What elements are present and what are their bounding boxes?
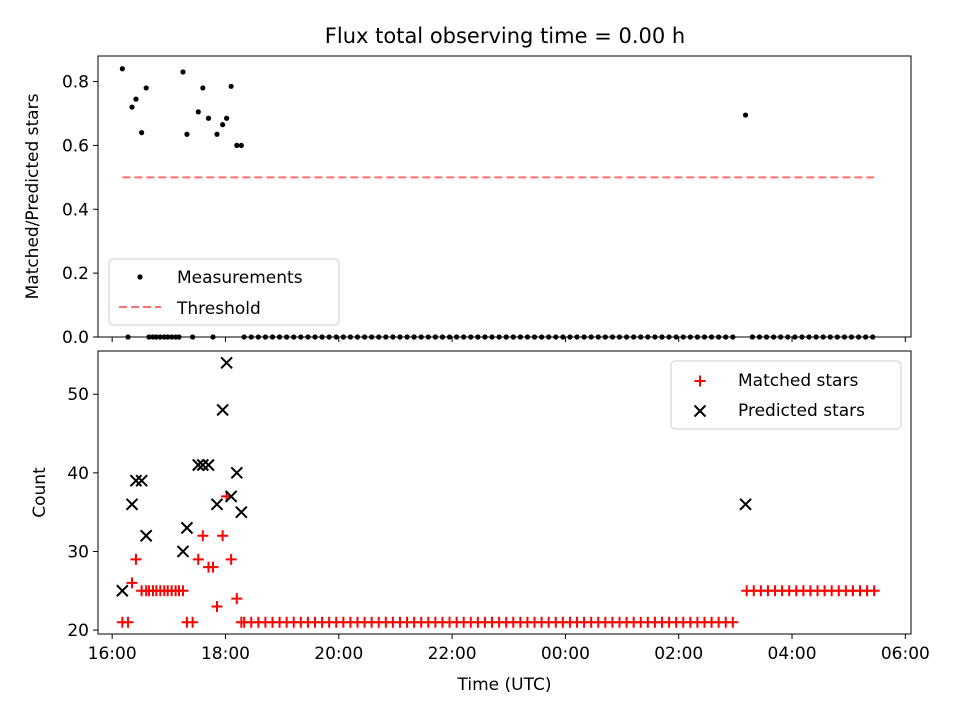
top-y-tick-label: 0.6 <box>62 136 89 156</box>
x-tick-label: 06:00 <box>881 644 930 664</box>
matched-star-point <box>126 577 138 589</box>
measurement-point <box>742 112 749 118</box>
bottom-y-tick-label: 20 <box>67 621 89 641</box>
matched-star-point <box>197 530 209 542</box>
predicted-star-point <box>196 458 210 472</box>
measurement-point <box>205 115 212 121</box>
predicted-star-point <box>116 584 129 597</box>
top-panel: 0.0 0.2 0.4 0.6 0.8 Matched/Predicted stars Me… <box>23 55 912 348</box>
matched-star-point <box>225 553 237 565</box>
measurement-point <box>234 142 240 149</box>
x-tick-label: 04:00 <box>768 644 817 664</box>
predicted-star-point <box>216 403 229 417</box>
matched-star-point <box>231 593 243 605</box>
measurement-point <box>228 83 234 89</box>
measurement-point <box>143 85 149 91</box>
predicted-star-point <box>739 498 752 511</box>
x-tick-label: 22:00 <box>428 644 477 664</box>
bottom-y-axis-label: Count <box>30 467 50 518</box>
predicted-star-point <box>210 498 224 511</box>
legend-measurements-marker <box>137 274 143 280</box>
top-y-tick-label: 0.2 <box>62 264 89 284</box>
matched-star-point <box>207 561 219 573</box>
top-y-tick-label: 0.8 <box>62 73 89 93</box>
predicted-star-point <box>129 474 143 487</box>
predicted-star-point <box>235 505 248 519</box>
measurement-point <box>200 85 206 91</box>
measurement-point <box>238 142 244 149</box>
predicted-star-point <box>139 529 153 542</box>
legend-matched-marker <box>694 375 706 387</box>
x-axis-label: Time (UTC) <box>457 675 552 695</box>
measurement-point <box>195 109 201 115</box>
measurement-point <box>184 131 190 137</box>
matched-star-point <box>217 530 229 542</box>
measurement-point <box>214 131 220 137</box>
predicted-star-point <box>180 521 194 535</box>
bottom-legend-box <box>670 360 902 430</box>
bottom-legend: Matched stars Predicted stars <box>670 360 902 430</box>
top-legend-box <box>108 258 340 326</box>
top-axes-frame <box>97 55 912 338</box>
matched-star-point <box>192 553 204 565</box>
bottom-y-tick-label: 30 <box>67 542 89 562</box>
predicted-star-point <box>192 458 205 472</box>
x-tick-label: 16:00 <box>88 644 137 664</box>
matched-star-point <box>187 616 199 628</box>
measurement-point <box>119 66 125 72</box>
matched-star-point <box>727 616 739 628</box>
measurement-point <box>129 104 135 110</box>
predicted-star-point <box>176 545 190 558</box>
measurement-point <box>220 122 226 128</box>
matched-star-point <box>177 585 189 597</box>
top-y-tick-label: 0.0 <box>62 328 89 348</box>
measurement-point <box>224 115 230 121</box>
legend-threshold-label: Threshold <box>176 299 261 319</box>
measurement-point <box>139 130 145 136</box>
legend-predicted-label: Predicted stars <box>738 401 865 421</box>
legend-matched-label: Matched stars <box>738 371 858 391</box>
matched-star-point <box>868 585 880 597</box>
predicted-star-point <box>125 498 139 511</box>
measurement-point <box>133 96 139 102</box>
bottom-axes-frame <box>97 350 912 635</box>
predicted-star-point <box>224 490 238 503</box>
legend-predicted-marker <box>693 404 707 418</box>
bottom-panel: 16:00 18:00 20:00 22:00 00:00 02:00 04:00 06:00… <box>30 350 930 695</box>
x-tick-label: 18:00 <box>201 644 250 664</box>
matched-star-point <box>122 616 134 628</box>
predicted-star-point <box>135 474 148 487</box>
predicted-star-point <box>202 458 215 472</box>
legend-measurements-label: Measurements <box>177 268 303 288</box>
top-y-tick-label: 0.4 <box>62 200 89 220</box>
predicted-star-point <box>230 466 244 480</box>
x-tick-label: 02:00 <box>654 644 703 664</box>
measurement-point <box>180 69 186 75</box>
bottom-y-tick-label: 50 <box>67 385 89 405</box>
top-legend: Measurements Threshold <box>108 258 340 326</box>
top-y-axis-label: Matched/Predicted stars <box>23 93 43 299</box>
chart-title: Flux total observing time = 0.00 h <box>325 24 685 48</box>
bottom-y-tick-label: 40 <box>67 464 89 484</box>
matched-star-point <box>211 600 223 612</box>
x-tick-label: 00:00 <box>541 644 590 664</box>
matched-star-point <box>130 553 142 565</box>
x-tick-label: 20:00 <box>314 644 363 664</box>
predicted-star-point <box>220 356 233 369</box>
